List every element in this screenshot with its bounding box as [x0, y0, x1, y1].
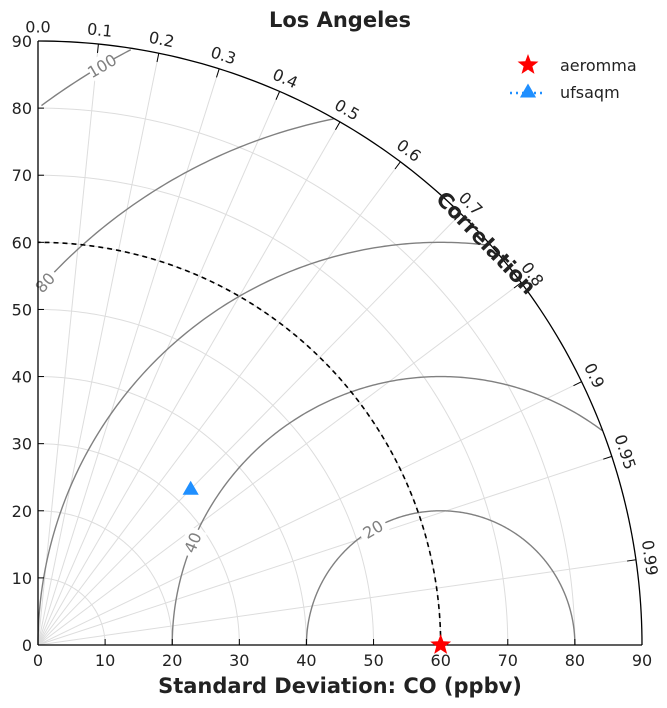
- rms-label-100: 100: [84, 50, 120, 82]
- correlation-tick-label: 0.99: [638, 539, 662, 577]
- correlation-tick-label: 0.3: [208, 43, 238, 69]
- y-tick-label: 80: [12, 99, 32, 118]
- y-tick-label: 20: [12, 502, 32, 521]
- legend-label-aeromma: aeromma: [560, 56, 637, 75]
- correlation-tick-label: 0.2: [147, 28, 176, 52]
- correlation-grid-line: [37, 381, 582, 646]
- legend-marker-ufsaqm: [519, 83, 537, 98]
- rms-label-bg: [27, 265, 62, 300]
- x-tick-label: 70: [498, 651, 518, 670]
- y-tick-label: 70: [12, 166, 32, 185]
- correlation-grid-line: [37, 121, 341, 646]
- x-tick-label: 20: [162, 651, 182, 670]
- x-tick-label: 50: [363, 651, 383, 670]
- correlation-tick-label: 0.6: [393, 135, 425, 165]
- std-grid-arc: [37, 308, 375, 646]
- legend-label-ufsaqm: ufsaqm: [560, 83, 620, 102]
- legend-marker-aeromma: [517, 54, 539, 74]
- correlation-tick-mark: [156, 53, 160, 63]
- correlation-arc: [37, 40, 643, 646]
- data-point-aeromma: [430, 634, 452, 654]
- y-tick-label: 30: [12, 435, 32, 454]
- std-grid-arc: [37, 510, 173, 646]
- std-grid-arc: [37, 107, 576, 646]
- correlation-grid-line: [37, 455, 612, 646]
- std-grid-arc: [37, 241, 442, 646]
- correlation-grid-line: [37, 213, 462, 646]
- correlation-grid-line: [37, 559, 637, 646]
- correlation-tick-mark: [454, 213, 462, 221]
- std-grid-arc: [37, 174, 509, 646]
- chart-title: Los Angeles: [269, 8, 411, 32]
- y-tick-label: 50: [12, 300, 32, 319]
- data-point-ufsaqm: [182, 480, 199, 495]
- correlation-tick-mark: [394, 161, 401, 170]
- reference-std-arc: [37, 241, 442, 646]
- data-point-layer: [182, 480, 452, 654]
- y-tick-label: 90: [12, 32, 32, 51]
- x-tick-label: 0: [33, 651, 43, 670]
- rms-label-bg: [177, 525, 208, 560]
- correlation-tick-label: 0.1: [86, 19, 113, 40]
- legend: aeromma ufsaqm: [510, 54, 637, 102]
- rms-contour-60: [37, 241, 490, 646]
- correlation-grid-line: [37, 43, 99, 646]
- axes-frame-layer: [37, 40, 643, 646]
- std-grid-arc: [38, 577, 106, 645]
- grid-layer: [37, 43, 637, 646]
- y-tick-label: 40: [12, 368, 32, 387]
- correlation-grid-line: [37, 68, 220, 646]
- correlation-grid-line: [37, 282, 522, 646]
- correlation-tick-mark: [97, 43, 99, 54]
- correlation-tick-mark: [216, 68, 220, 78]
- correlation-grid-line: [37, 91, 281, 646]
- correlation-tick-label: 0.0: [25, 18, 50, 37]
- x-tick-label: 90: [632, 651, 652, 670]
- x-tick-label: 80: [565, 651, 585, 670]
- correlation-tick-mark: [573, 381, 582, 387]
- rms-contour-100: [41, 49, 132, 107]
- rms-contour-80: [38, 118, 334, 290]
- rms-label-bg: [84, 50, 120, 82]
- correlation-tick-mark: [603, 455, 612, 460]
- correlation-tick-mark: [335, 121, 341, 130]
- std-grid-arc: [37, 376, 307, 646]
- correlation-grid-line: [37, 53, 160, 646]
- correlation-tick-mark: [275, 91, 281, 100]
- x-axis-label: Standard Deviation: CO (ppbv): [158, 674, 522, 698]
- x-tick-label: 30: [229, 651, 249, 670]
- correlation-tick-mark: [626, 559, 637, 562]
- rms-contour-40: [171, 375, 603, 646]
- correlation-grid-line: [37, 161, 401, 646]
- correlation-tick-label: 0.4: [270, 65, 301, 93]
- std-grid-arc: [37, 443, 240, 646]
- y-tick-label: 10: [12, 569, 32, 588]
- correlation-tick-mark: [513, 282, 522, 289]
- x-tick-label: 60: [431, 651, 451, 670]
- rms-contour-20: [305, 510, 576, 646]
- x-tick-label: 10: [95, 651, 115, 670]
- y-tick-label: 60: [12, 233, 32, 252]
- rms-label-bg: [355, 513, 391, 545]
- x-tick-label: 40: [296, 651, 316, 670]
- y-tick-label: 0: [22, 636, 32, 655]
